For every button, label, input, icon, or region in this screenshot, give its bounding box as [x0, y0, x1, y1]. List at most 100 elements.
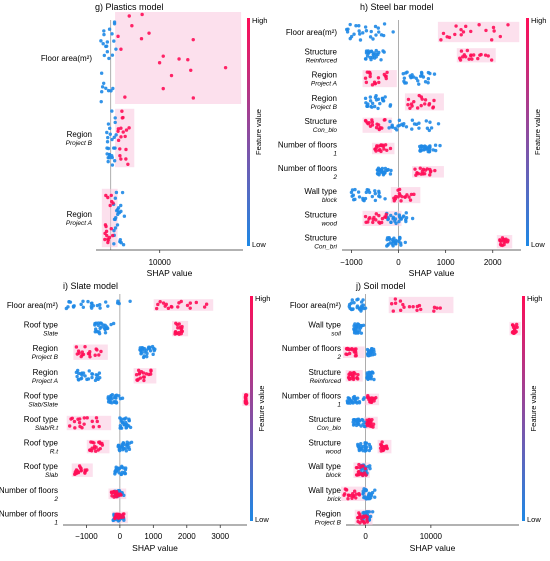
data-point	[134, 373, 139, 377]
data-point	[398, 299, 403, 303]
data-point	[97, 331, 102, 336]
data-point	[161, 54, 165, 58]
data-point	[414, 76, 418, 80]
data-point	[127, 126, 131, 130]
feature-name: Structure	[309, 368, 342, 377]
data-point	[151, 352, 155, 357]
data-point	[94, 445, 98, 449]
data-point	[80, 426, 84, 430]
data-point	[393, 126, 397, 131]
data-point	[421, 167, 426, 171]
data-point	[107, 27, 112, 31]
data-point	[380, 126, 384, 130]
x-axis-label: SHAP value	[410, 543, 456, 553]
data-point	[391, 30, 395, 34]
data-point	[90, 375, 94, 380]
data-point	[118, 237, 123, 242]
data-point	[345, 30, 350, 34]
data-point	[364, 190, 369, 195]
data-point	[417, 126, 421, 130]
data-point	[371, 220, 375, 225]
data-point	[110, 53, 115, 57]
data-point	[130, 24, 134, 28]
data-point	[110, 109, 114, 113]
data-point	[401, 215, 405, 219]
data-point	[433, 143, 438, 147]
data-point	[374, 33, 378, 37]
x-tick-label: 2000	[484, 258, 502, 267]
data-point	[380, 166, 385, 171]
data-point	[355, 465, 359, 470]
data-point	[119, 241, 123, 245]
data-point	[110, 163, 115, 167]
data-point	[398, 241, 403, 245]
data-point	[370, 105, 374, 109]
feature-name: Region	[316, 509, 341, 518]
data-point	[369, 29, 373, 34]
data-point	[145, 351, 149, 356]
data-point	[145, 354, 149, 359]
data-point	[401, 123, 405, 128]
data-point	[367, 190, 372, 195]
data-point	[358, 38, 363, 42]
data-point	[164, 302, 169, 307]
data-point	[370, 101, 375, 106]
data-point	[499, 239, 503, 243]
data-point	[372, 104, 377, 109]
data-point	[128, 299, 132, 303]
data-point	[74, 345, 79, 349]
feature-sub: R.t	[50, 449, 60, 456]
feature-name: Wall type	[308, 321, 341, 330]
data-point	[116, 206, 121, 210]
feature-sub: brick	[327, 496, 341, 503]
feature-sub: Con_blo	[317, 425, 342, 432]
data-point	[489, 58, 494, 62]
data-point	[359, 309, 363, 313]
data-point	[120, 464, 124, 469]
data-point	[377, 213, 381, 218]
data-point	[364, 473, 368, 477]
data-point	[371, 425, 375, 429]
data-point	[382, 171, 387, 175]
data-point	[223, 65, 228, 70]
data-point	[115, 223, 120, 227]
data-point	[423, 80, 428, 84]
data-point	[377, 189, 381, 194]
data-point	[94, 376, 99, 380]
data-point	[90, 372, 95, 376]
data-point	[107, 126, 112, 131]
feature-name: Roof type	[24, 439, 59, 448]
data-point	[99, 99, 103, 104]
data-point	[506, 23, 510, 27]
colorbar-title: Feature value	[529, 386, 538, 432]
feature-sub: 2	[332, 174, 337, 181]
data-point	[405, 70, 409, 74]
data-point	[428, 170, 433, 174]
data-point	[438, 143, 442, 148]
data-point	[379, 58, 383, 62]
data-point	[502, 242, 506, 247]
panel-title: g) Plastics model	[95, 2, 164, 12]
data-point	[431, 105, 436, 109]
data-point	[415, 308, 419, 313]
data-point	[86, 377, 91, 381]
data-point	[140, 12, 144, 17]
data-point	[393, 301, 398, 305]
data-point	[188, 306, 192, 310]
data-point	[118, 147, 122, 151]
data-point	[368, 444, 373, 449]
feature-sub: Project A	[32, 378, 58, 385]
data-point	[410, 127, 414, 131]
colorbar	[247, 18, 250, 246]
data-point	[419, 307, 423, 312]
feature-name: Wall type	[308, 486, 341, 495]
data-point	[189, 68, 193, 73]
feature-name: Number of floors	[282, 391, 341, 400]
data-point	[366, 220, 370, 224]
data-point	[353, 372, 357, 376]
data-point	[100, 90, 104, 94]
